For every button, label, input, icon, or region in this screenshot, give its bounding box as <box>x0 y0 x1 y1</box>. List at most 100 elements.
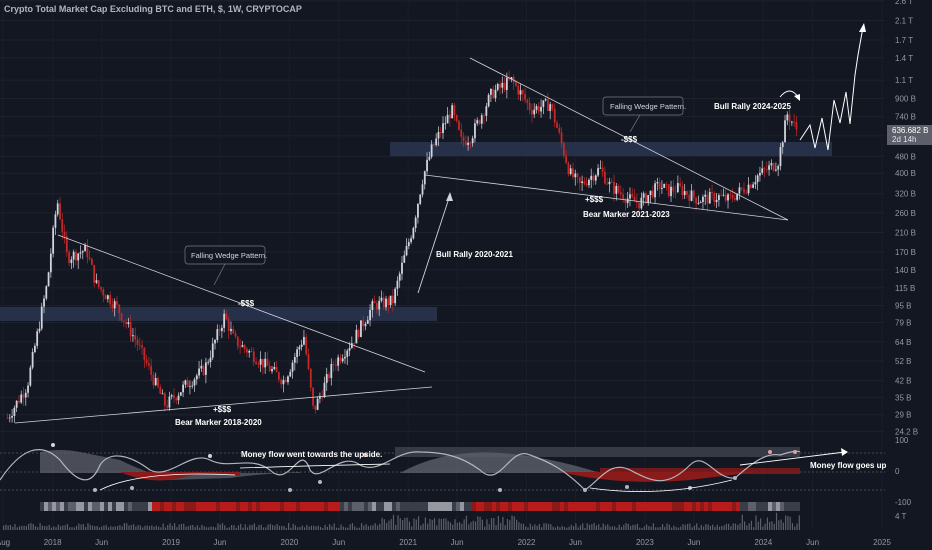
heat-cell <box>204 502 208 511</box>
candle-body <box>334 365 337 367</box>
volume-bar <box>570 524 572 530</box>
candle-body <box>430 144 433 157</box>
volume-bar <box>766 517 768 530</box>
heat-cell <box>264 502 268 511</box>
volume-bar <box>32 523 34 530</box>
volume-bar <box>281 525 283 530</box>
volume-bar <box>677 527 680 530</box>
volume-bar <box>782 522 784 530</box>
projection-arrowhead <box>859 23 866 32</box>
heat-cell <box>88 502 92 511</box>
volume-bar <box>702 526 705 530</box>
candle-body <box>330 364 333 379</box>
candle-body <box>81 251 84 253</box>
volume-bar <box>486 519 488 530</box>
candle-body <box>373 301 376 304</box>
heat-cell <box>64 502 68 511</box>
volume-bar <box>449 522 452 530</box>
volume-bar <box>607 524 609 530</box>
volume-bar <box>463 519 465 530</box>
volume-bar <box>256 527 258 530</box>
candle-body <box>448 114 451 119</box>
volume-bar <box>732 523 734 530</box>
volume-bar <box>661 524 664 530</box>
volume-bar <box>317 525 319 530</box>
candle-body <box>517 85 520 95</box>
candle-body <box>724 194 727 201</box>
volume-bar <box>575 523 577 530</box>
heat-cell <box>572 502 576 511</box>
volume-bar <box>103 525 105 530</box>
heat-cell <box>768 502 772 511</box>
heat-cell <box>564 502 568 511</box>
candle-body <box>348 348 351 351</box>
candle-body <box>494 89 497 99</box>
volume-bar <box>212 526 214 530</box>
volume-bar <box>231 524 233 530</box>
volume-bar <box>436 525 438 530</box>
candle-body <box>718 195 720 201</box>
volume-bar <box>427 523 429 530</box>
candle-body <box>225 313 228 320</box>
volume-bar <box>376 525 379 530</box>
volume-bar <box>454 519 456 530</box>
candle-body <box>722 194 725 196</box>
volume-bar <box>326 526 328 530</box>
candle-body <box>202 365 205 375</box>
y-tick-label: 740 B <box>895 113 916 122</box>
candle-body <box>152 374 155 386</box>
candle-body <box>355 329 358 344</box>
volume-bar <box>452 524 454 530</box>
volume-bar <box>623 524 625 530</box>
y-tick-label: 1.7 T <box>895 36 913 45</box>
candle-body <box>460 129 463 137</box>
volume-bar <box>292 523 294 530</box>
volume-bar <box>470 522 472 530</box>
volume-bar <box>504 525 506 530</box>
time-axis[interactable]: Aug 2018 Jun 2019 Jun 2020 Jun 2021 Jun 2022 Jun 20… <box>0 538 891 547</box>
heat-cell <box>632 502 636 511</box>
volume-bar <box>322 527 324 530</box>
candle-body <box>745 192 748 194</box>
heat-cell <box>308 502 312 511</box>
volume-bar <box>297 527 299 530</box>
volume-bar <box>500 522 502 530</box>
volume-bar <box>233 525 235 530</box>
candle-body <box>533 109 536 115</box>
heat-cell <box>52 502 56 511</box>
candle-body <box>455 115 458 121</box>
volume-bar <box>534 524 536 530</box>
candle-body <box>690 190 693 201</box>
heat-cell <box>536 502 540 511</box>
volume-bar <box>174 523 176 530</box>
candle-body <box>556 122 558 128</box>
bull-2024-label: Bull Rally 2024-2025 <box>714 102 791 111</box>
candle-body <box>752 184 755 188</box>
heat-cell <box>376 502 380 511</box>
heat-cell <box>656 502 660 511</box>
heat-cell <box>460 502 464 511</box>
heat-cell <box>616 502 620 511</box>
candle-body <box>490 88 492 95</box>
candle-body <box>109 295 112 305</box>
heat-cell <box>544 502 548 511</box>
candle-body <box>781 142 784 148</box>
heat-cell <box>644 502 648 511</box>
volume-bar <box>372 525 374 530</box>
candle-body <box>658 182 661 189</box>
heat-cell <box>592 502 596 511</box>
volume-bar <box>671 527 673 530</box>
volume-bar <box>550 524 552 530</box>
volume-bar <box>308 526 310 530</box>
heat-cell <box>356 502 360 511</box>
volume-bar <box>194 527 196 530</box>
candle-body <box>437 132 440 139</box>
volume-bar <box>164 527 167 530</box>
candle-body <box>496 84 499 90</box>
y-tick-label: 2.1 T <box>895 17 913 26</box>
candle-body <box>540 106 542 112</box>
heat-cell <box>312 502 316 511</box>
volume-bar <box>415 519 417 530</box>
